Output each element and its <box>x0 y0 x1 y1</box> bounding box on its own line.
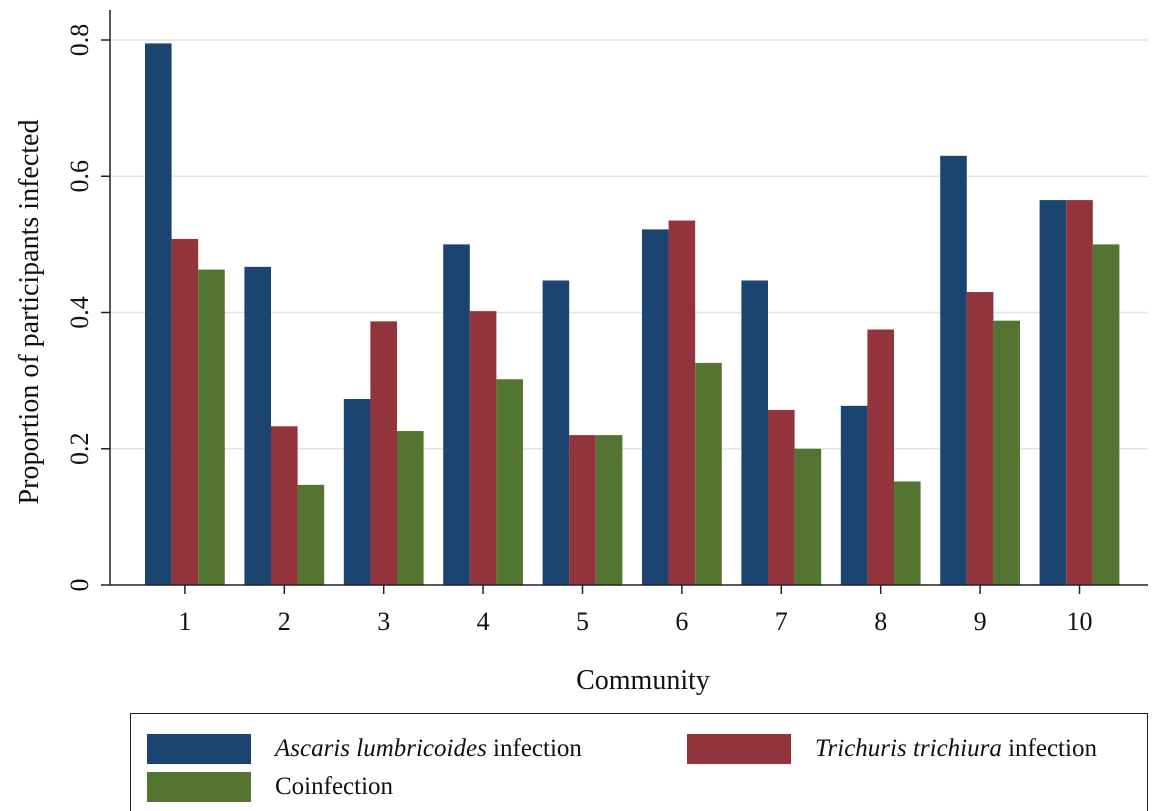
bar-trichuris-community-10 <box>1066 200 1093 585</box>
y-tick-label: 0.6 <box>65 160 94 193</box>
y-tick-label: 0.8 <box>65 24 94 57</box>
bar-ascaris-community-2 <box>244 266 271 585</box>
bar-coinfection-community-9 <box>993 320 1020 585</box>
bar-coinfection-community-6 <box>695 362 722 585</box>
bar-trichuris-community-1 <box>171 238 199 586</box>
bar-coinfection-community-8 <box>894 481 921 585</box>
x-tick-label: 10 <box>1067 607 1093 636</box>
bar-trichuris-community-9 <box>966 292 994 585</box>
bar-trichuris-community-8 <box>867 329 894 585</box>
bar-ascaris-community-6 <box>642 229 669 585</box>
x-tick-label: 2 <box>278 607 291 636</box>
bar-ascaris-community-10 <box>1039 200 1067 585</box>
x-axis-title: Community <box>576 665 710 696</box>
bar-coinfection-community-3 <box>397 431 424 585</box>
axes <box>109 10 1148 586</box>
bar-coinfection-community-7 <box>794 448 822 585</box>
legend-swatch-ascaris <box>147 734 251 764</box>
legend-item-trichuris: Trichuris trichiura infection <box>687 734 1097 764</box>
legend-label-coinfection: Coinfection <box>275 773 394 800</box>
bar-coinfection-community-4 <box>496 379 523 585</box>
bar-trichuris-community-7 <box>768 409 795 585</box>
y-tick-label: 0.4 <box>65 296 94 329</box>
bar-trichuris-community-6 <box>668 220 696 585</box>
bar-trichuris-community-5 <box>569 435 596 585</box>
y-tick-label: 0 <box>65 579 94 592</box>
bar-ascaris-community-9 <box>940 155 967 585</box>
y-tick-labels: 0 0.2 0.4 0.6 0.8 <box>65 24 110 592</box>
x-tick-label: 9 <box>974 607 987 636</box>
legend-label-trichuris: Trichuris trichiura infection <box>815 735 1097 762</box>
x-tick-label: 5 <box>576 607 589 636</box>
legend-item-ascaris: Ascaris lumbricoides infection <box>147 734 582 764</box>
bar-ascaris-community-4 <box>443 244 470 585</box>
x-tick-label: 6 <box>675 607 688 636</box>
y-axis-title: Proportion of participants infected <box>14 120 45 505</box>
legend-item-coinfection: Coinfection <box>147 772 393 802</box>
x-tick-label: 4 <box>477 607 490 636</box>
x-tick-label: 1 <box>178 607 191 636</box>
bar-trichuris-community-2 <box>271 426 298 585</box>
bar-ascaris-community-5 <box>542 280 570 585</box>
bar-coinfection-community-5 <box>595 435 623 585</box>
legend: Ascaris lumbricoides infection Trichuris… <box>130 713 1148 811</box>
legend-label-ascaris: Ascaris lumbricoides infection <box>275 735 582 762</box>
bars-group <box>145 43 1120 586</box>
bar-ascaris-community-8 <box>840 405 868 585</box>
bar-ascaris-community-7 <box>741 280 768 585</box>
x-tick-label: 8 <box>874 607 887 636</box>
bar-coinfection-community-10 <box>1092 244 1120 585</box>
bar-ascaris-community-3 <box>343 399 371 585</box>
x-tick-label: 7 <box>775 607 788 636</box>
bar-coinfection-community-2 <box>297 484 325 585</box>
x-tick-labels: 1 2 3 4 5 6 7 8 9 10 <box>178 585 1093 636</box>
bar-chart: 0 0.2 0.4 0.6 0.8 1 2 3 4 5 6 7 8 9 10 Proportion of … <box>14 10 1148 696</box>
y-tick-label: 0.2 <box>65 433 94 466</box>
bar-trichuris-community-4 <box>469 311 497 585</box>
x-tick-label: 3 <box>377 607 390 636</box>
legend-swatch-coinfection <box>147 772 251 802</box>
bar-trichuris-community-3 <box>370 321 397 585</box>
legend-swatch-trichuris <box>687 734 791 764</box>
bar-ascaris-community-1 <box>145 43 172 585</box>
bar-coinfection-community-1 <box>198 269 225 585</box>
